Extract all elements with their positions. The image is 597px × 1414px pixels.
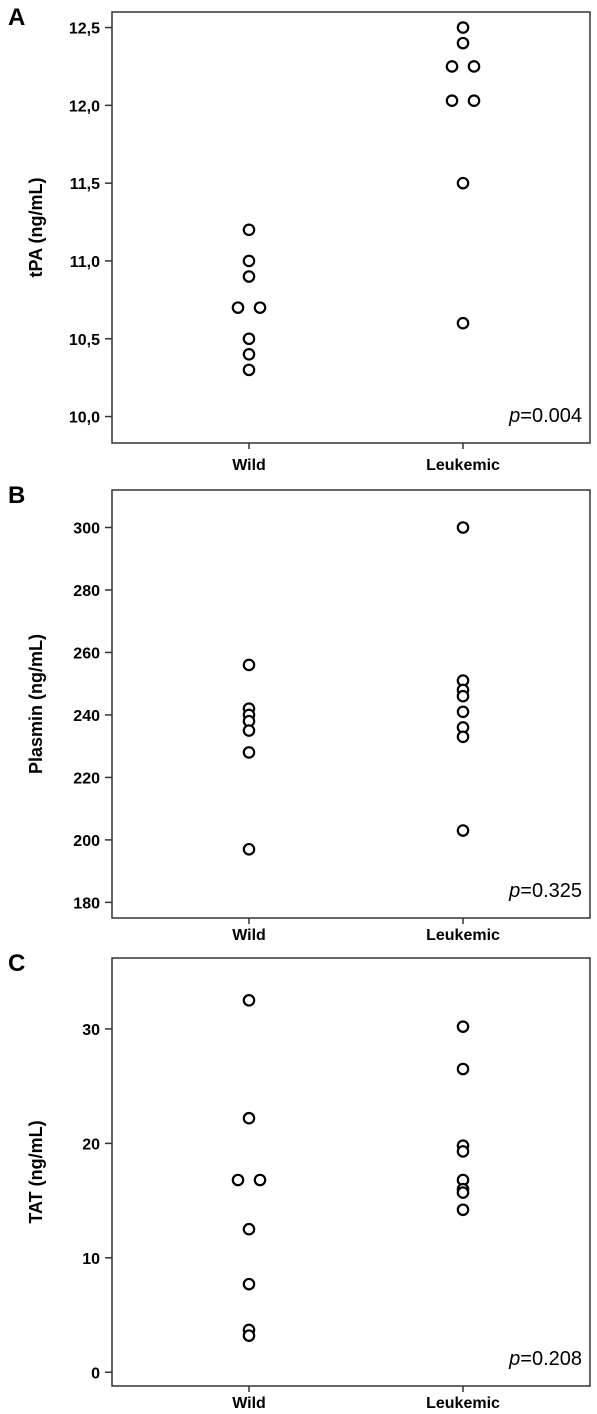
data-point — [242, 363, 256, 377]
data-point — [445, 60, 459, 73]
panel-letter: C — [8, 950, 26, 977]
p-value-annotation: p=0.325 — [508, 880, 582, 902]
data-point — [242, 842, 256, 856]
data-point — [242, 348, 256, 361]
data-point — [456, 36, 470, 50]
data-point — [242, 254, 256, 268]
y-tick-label: 0 — [91, 1365, 100, 1382]
data-point — [445, 94, 459, 107]
p-value-annotation: p=0.208 — [508, 1348, 582, 1370]
y-axis-label: Plasmin (ng/mL) — [26, 634, 46, 774]
data-point — [242, 1111, 256, 1125]
p-value-annotation: p=0.004 — [508, 405, 582, 427]
panel-b: B 180 200 220 240 260 280 300 Wild Leukemic Plasm… — [0, 478, 597, 946]
y-tick-label: 20 — [82, 1136, 100, 1153]
y-tick-label: 220 — [73, 770, 100, 787]
y-tick-label: 11,5 — [70, 176, 100, 193]
data-point — [242, 1222, 256, 1236]
y-tick-label: 30 — [82, 1022, 100, 1039]
category-label: Wild — [232, 457, 266, 474]
data-point — [456, 1203, 470, 1217]
plot-frame — [111, 11, 591, 444]
data-point — [242, 1277, 256, 1291]
plasmin-scatter-chart: 180 200 220 240 260 280 300 Wild Leukemic Plasmin… — [26, 489, 591, 944]
panel-a: A 10,0 10,5 11,0 11,5 12,0 12,5 Wild Leukemic tP… — [0, 0, 597, 478]
plot-frame — [111, 957, 591, 1387]
data-point — [231, 301, 245, 314]
data-point — [242, 270, 256, 283]
data-point — [242, 332, 256, 346]
category-label: Wild — [232, 1395, 266, 1412]
category-label: Wild — [232, 927, 266, 944]
y-tick-label: 10,0 — [69, 410, 100, 427]
panel-letter: A — [8, 4, 26, 31]
y-axis-label: tPA (ng/mL) — [26, 178, 46, 278]
tpa-scatter-chart: 10,0 10,5 11,0 11,5 12,0 12,5 Wild Leukemic tPA … — [26, 11, 591, 474]
y-tick-label: 280 — [73, 583, 100, 600]
y-axis-label: TAT (ng/mL) — [26, 1120, 46, 1223]
data-point — [242, 1329, 256, 1342]
data-point — [456, 1145, 470, 1158]
data-point — [253, 301, 267, 314]
data-point — [242, 658, 256, 672]
data-point — [456, 689, 470, 703]
y-tick-label: 10,5 — [69, 332, 100, 349]
y-tick-label: 12,0 — [69, 98, 100, 115]
y-tick-label: 10 — [82, 1251, 100, 1268]
y-tick-label: 240 — [73, 708, 100, 725]
y-tick-label: 300 — [73, 520, 100, 537]
panel-letter: B — [8, 482, 26, 509]
y-tick-label: 200 — [73, 833, 100, 850]
data-point — [456, 521, 470, 534]
data-point — [231, 1173, 245, 1187]
data-point — [456, 316, 470, 330]
data-point — [456, 176, 470, 190]
data-point — [456, 730, 470, 744]
data-point — [242, 746, 256, 759]
plot-frame — [111, 489, 591, 919]
category-label: Leukemic — [426, 927, 500, 944]
data-point — [456, 1062, 470, 1076]
y-tick-label: 11,0 — [70, 254, 100, 271]
category-label: Leukemic — [426, 457, 500, 474]
data-point — [456, 1186, 470, 1199]
data-point — [456, 824, 470, 837]
panel-c: C 0 10 20 30 Wild Leukemic TAT (ng/mL) p=0.208 — [0, 946, 597, 1414]
data-point — [242, 994, 256, 1007]
data-point — [242, 724, 256, 737]
tat-scatter-chart: 0 10 20 30 Wild Leukemic TAT (ng/mL) p=0.208 — [26, 957, 591, 1412]
data-point — [467, 94, 481, 107]
data-point — [456, 1020, 470, 1033]
data-point — [456, 21, 470, 34]
data-point — [467, 60, 481, 73]
y-tick-label: 180 — [73, 895, 100, 912]
data-point — [456, 705, 470, 719]
y-tick-label: 260 — [73, 645, 100, 662]
data-point — [242, 223, 256, 237]
y-tick-label: 12,5 — [69, 21, 100, 38]
category-label: Leukemic — [426, 1395, 500, 1412]
data-point — [253, 1173, 267, 1187]
